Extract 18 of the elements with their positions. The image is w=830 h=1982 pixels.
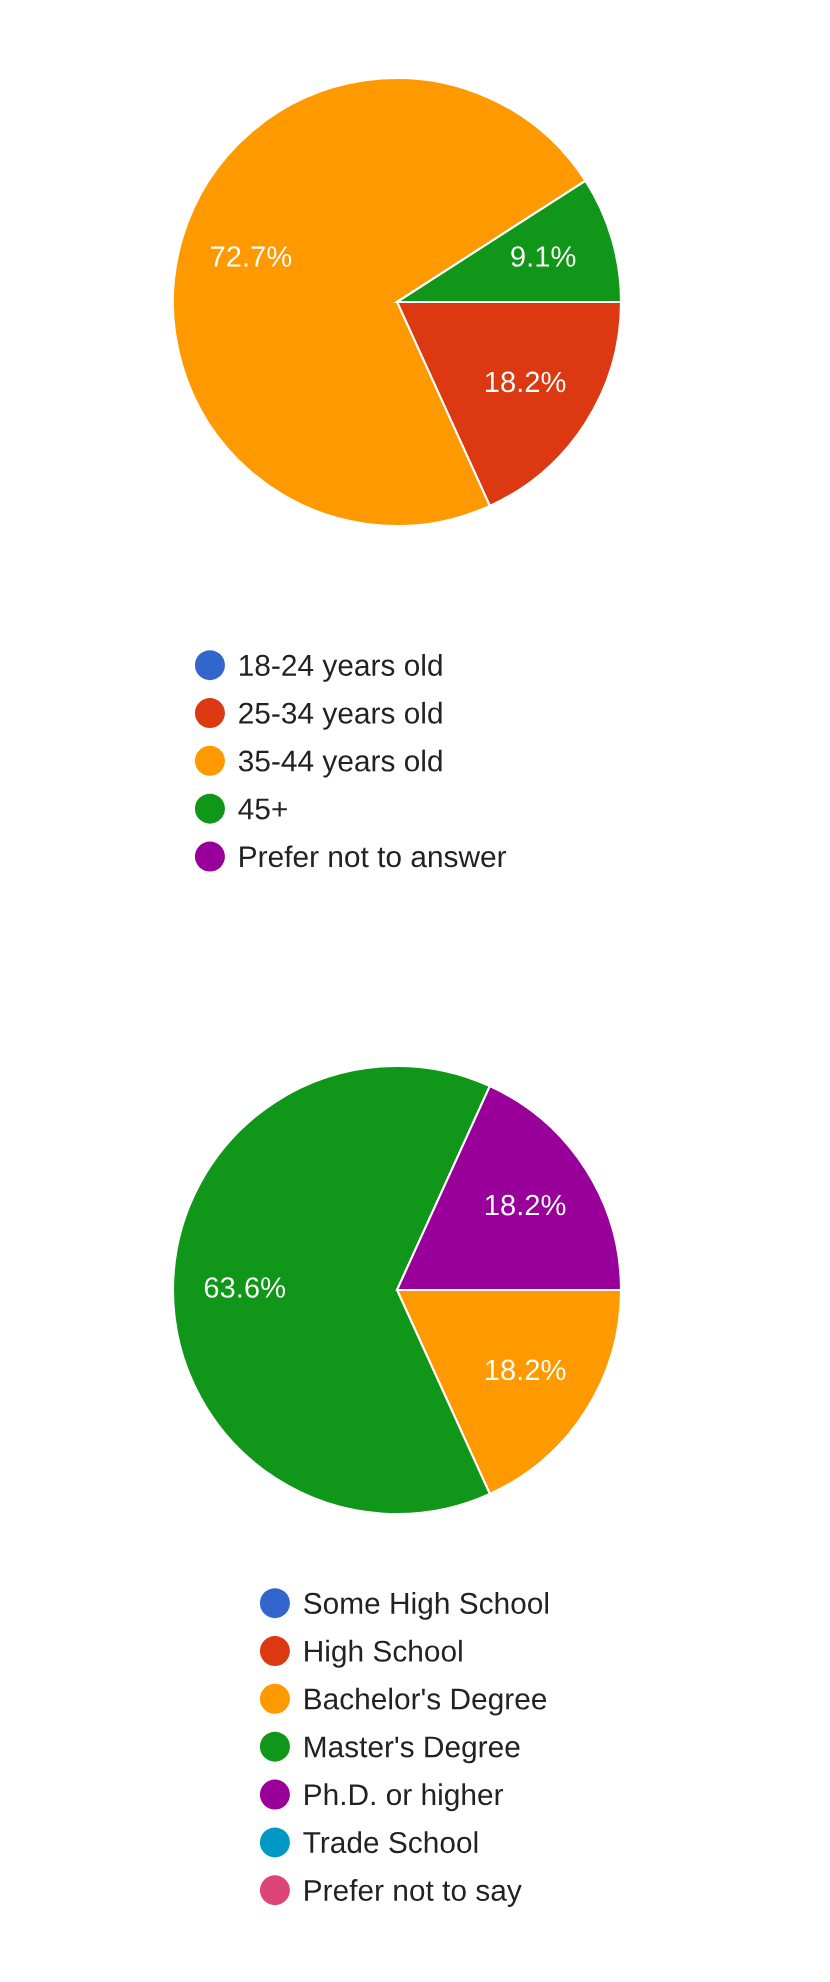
legend-label: 35-44 years old (238, 749, 442, 778)
legend-label: Trade School (303, 1831, 478, 1854)
legend-label: 45+ (238, 798, 287, 820)
data-label: 18.2% (485, 1194, 566, 1216)
data-label: 63.6% (204, 1277, 285, 1298)
legend-label: Bachelor's Degree (305, 1687, 547, 1716)
data-label: 72.7% (211, 246, 292, 267)
legend-label: Prefer not to answer (240, 845, 507, 868)
data-label: 18.2% (485, 1359, 566, 1381)
legend-label: Master's Degree (305, 1736, 520, 1764)
legend-label: 18-24 years old (239, 654, 442, 682)
data-label: 9.1% (511, 246, 576, 267)
legend-label: Ph.D. or higher (305, 1783, 504, 1812)
legend-label: 25-34 years old (239, 701, 442, 730)
legend-label: Prefer not to say (305, 1879, 522, 1907)
legend-label: High School (305, 1639, 462, 1668)
data-label: 18.2% (485, 371, 566, 393)
legend-label: Some High School (304, 1592, 549, 1620)
